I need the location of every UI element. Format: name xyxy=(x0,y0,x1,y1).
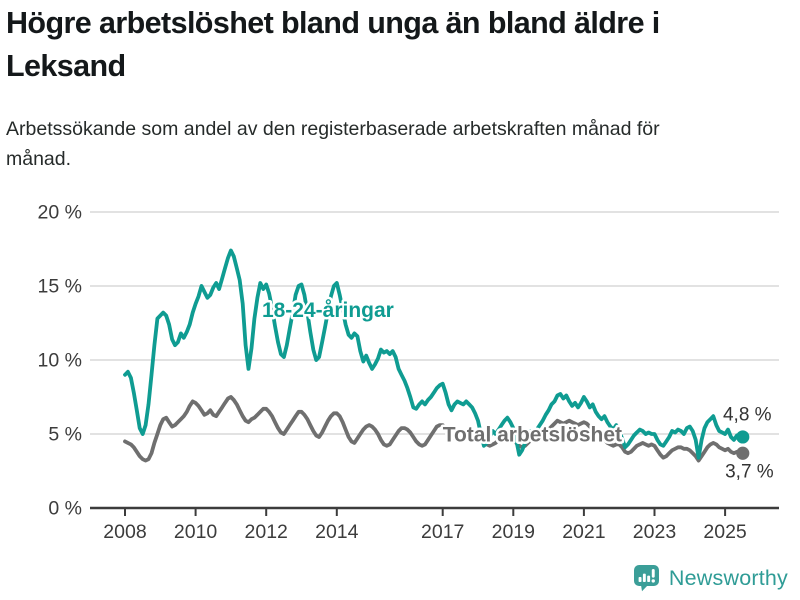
y-tick-label: 15 % xyxy=(38,276,82,298)
brand-footer: Newsworthy xyxy=(633,564,788,592)
series-end-dot-total xyxy=(736,446,750,460)
x-tick-label: 2025 xyxy=(703,521,747,543)
young-series-label: 18-24-åringar xyxy=(262,299,394,322)
x-tick-label: 2023 xyxy=(633,521,676,543)
y-tick-label: 0 % xyxy=(48,498,82,520)
series-end-dot-young xyxy=(736,430,750,444)
newsworthy-logo-icon xyxy=(633,565,659,592)
x-tick-label: 2017 xyxy=(421,521,464,543)
series-line-total xyxy=(123,395,745,463)
young-end-value: 4,8 % xyxy=(723,405,772,426)
y-tick-label: 5 % xyxy=(48,424,82,446)
total-series-label: Total arbetslöshet xyxy=(443,423,622,446)
chart-subtitle: Arbetssökande som andel av den registerb… xyxy=(6,118,660,170)
y-tick-label: 20 % xyxy=(38,202,82,224)
x-tick-label: 2014 xyxy=(315,521,359,543)
total-end-value: 3,7 % xyxy=(725,462,774,483)
chart-title: Högre arbetslöshet bland unga än bland ä… xyxy=(6,6,660,83)
x-tick-label: 2021 xyxy=(562,521,605,543)
x-tick-label: 2019 xyxy=(492,521,535,543)
x-tick-label: 2012 xyxy=(245,521,288,543)
brand-name: Newsworthy xyxy=(668,565,788,590)
series-line-young xyxy=(123,248,745,460)
y-tick-label: 10 % xyxy=(38,350,82,372)
x-tick-label: 2008 xyxy=(103,521,146,543)
x-tick-label: 2010 xyxy=(174,521,218,543)
